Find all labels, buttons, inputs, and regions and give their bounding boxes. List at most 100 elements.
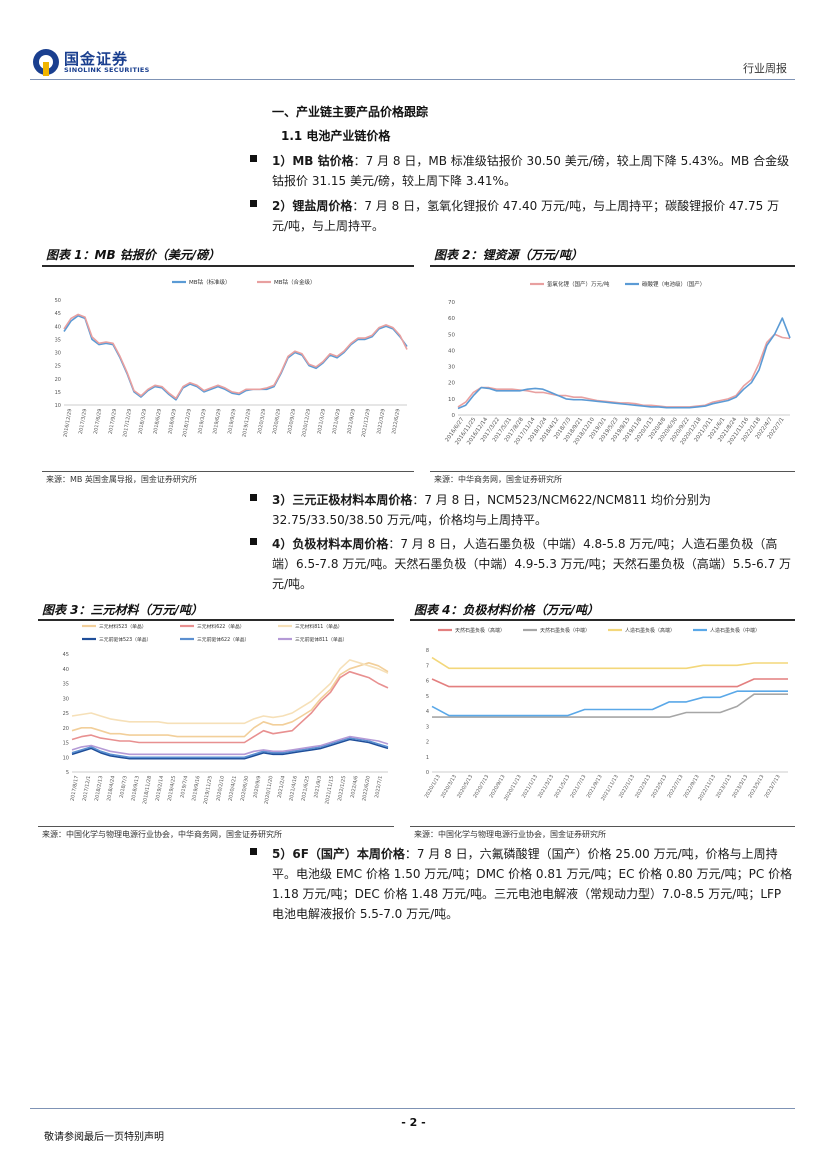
legend-label: 三元前驱体622（单晶） (197, 636, 249, 643)
series-line (457, 317, 791, 410)
legend-label: 三元前驱体523（单晶） (99, 636, 151, 643)
x-tick-label: 2021/9/29 (346, 408, 356, 434)
y-tick-label: 25 (63, 711, 69, 717)
x-tick-label: 2020/12/29 (301, 408, 312, 437)
x-tick-label: 2019/11/25 (203, 775, 214, 804)
legend-label: 碳酸锂（电池级）（国产） (642, 280, 705, 288)
brand-name-cn: 国金证券 (64, 50, 129, 68)
figure-4-source: 来源：中国化学与物理电源行业协会，国金证券研究所 (414, 830, 606, 839)
section-heading: 一、产业链主要产品价格跟踪 (272, 105, 429, 119)
x-tick-label: 2019/9/29 (227, 408, 237, 434)
figure-3-source: 来源：中国化学与物理电源行业协会，中华商务网，国金证券研究所 (42, 830, 282, 839)
figure-3-rule (38, 619, 394, 621)
footer-disclaimer: 敬请参阅最后一页特别声明 (44, 1132, 164, 1143)
x-tick-label: 2019/7/4 (180, 775, 190, 798)
y-tick-label: 50 (55, 298, 61, 304)
figure-1-title: 图表 1：MB 钴报价（美元/磅） (46, 248, 221, 262)
bullet-icon (250, 538, 257, 545)
legend-label: 天然石墨负极（高端） (455, 627, 505, 634)
x-tick-label: 2022/11/13 (697, 774, 717, 802)
paragraph-body: ：7 月 8 日，六氟磷酸锂（国产）价格 25.00 万元/吨，价格与上周持平。… (272, 847, 793, 921)
header-divider (30, 79, 795, 80)
x-tick-label: 2020/6/30 (240, 775, 250, 801)
x-tick-label: 2022/3/29 (376, 408, 386, 434)
y-tick-label: 6 (426, 679, 429, 685)
y-tick-label: 20 (448, 381, 455, 387)
y-tick-label: 2 (426, 740, 429, 746)
y-tick-label: 1 (426, 755, 429, 761)
paragraph-body: ：7 月 8 日，NCM523/NCM622/NCM811 均价分别为 32.7… (272, 493, 711, 527)
x-tick-label: 2020/11/20 (264, 775, 275, 804)
x-tick-label: 2020/7/13 (472, 774, 490, 799)
x-tick-label: 2021/11/13 (600, 774, 620, 802)
x-tick-label: 2017/6/29 (93, 408, 103, 434)
x-tick-label: 2022/1/25 (337, 775, 347, 801)
x-tick-label: 2021/4/16 (288, 775, 298, 801)
y-tick-label: 45 (63, 652, 69, 658)
x-tick-label: 2020/4/21 (228, 775, 238, 801)
legend-label: MB钴（合金级） (274, 278, 316, 286)
x-tick-label: 2021/1/13 (521, 774, 539, 799)
figure-1-rule (42, 265, 414, 267)
x-tick-label: 2017/9/29 (108, 408, 118, 434)
x-tick-label: 2017/8/17 (70, 775, 80, 801)
brand-logo-icon (33, 49, 59, 76)
paragraph-body: ：7 月 8 日，人造石墨负极（中端）4.8-5.8 万元/吨；人造石墨负极（高… (272, 537, 792, 591)
x-tick-label: 2018/11/28 (142, 775, 153, 804)
legend-label: MB钴（标准级） (189, 278, 231, 286)
figure-2-rule (430, 265, 795, 267)
x-tick-label: 2021/6/25 (301, 775, 311, 801)
bullet-icon (250, 155, 257, 162)
paragraph-cobalt: 1）MB 钴价格：7 月 8 日，MB 标准级钴报价 30.50 美元/磅，较上… (250, 151, 794, 191)
x-tick-label: 2021/12/29 (361, 408, 372, 437)
x-tick-label: 2018/3/29 (138, 408, 148, 434)
x-tick-label: 2021/9/3 (313, 775, 323, 798)
x-tick-label: 2020/9/9 (253, 775, 263, 798)
y-tick-label: 8 (426, 648, 429, 654)
bullet-icon (250, 200, 257, 207)
x-tick-label: 2020/5/13 (456, 774, 474, 799)
x-tick-label: 2019/9/16 (191, 775, 201, 801)
y-tick-label: 40 (448, 348, 455, 354)
series-line (71, 670, 389, 744)
figure-3-title: 图表 3：三元材料（万元/吨） (42, 603, 203, 617)
x-tick-label: 2019/2/14 (155, 775, 165, 801)
x-tick-label: 2022/9/13 (683, 774, 701, 799)
x-tick-label: 2021/3/13 (537, 774, 555, 799)
x-tick-label: 2022/3/13 (634, 774, 652, 799)
page-number: - 2 - (401, 1116, 426, 1129)
y-tick-label: 30 (448, 365, 455, 371)
x-tick-label: 2023/5/13 (747, 774, 765, 799)
footer-divider (30, 1108, 795, 1109)
y-tick-label: 60 (448, 316, 455, 322)
figure-2-title: 图表 2：锂资源（万元/吨） (434, 248, 583, 262)
y-tick-label: 0 (452, 413, 456, 419)
series-line (63, 313, 408, 400)
x-tick-label: 2019/12/29 (241, 408, 252, 437)
x-tick-label: 2021/11/15 (324, 775, 335, 804)
figure-2-source: 来源：中华商务网，国金证券研究所 (434, 475, 562, 484)
x-tick-label: 2021/7/13 (569, 774, 587, 799)
series-line (431, 690, 788, 717)
legend-label: 天然石墨负极（中端） (540, 627, 590, 634)
x-tick-label: 2023/3/13 (731, 774, 749, 799)
x-tick-label: 2019/4/25 (167, 775, 177, 801)
paragraph-lead: 3）三元正极材料本周价格 (272, 493, 413, 507)
legend-label: 三元材料622（单晶） (197, 623, 245, 630)
paragraph-anode: 4）负极材料本周价格：7 月 8 日，人造石墨负极（中端）4.8-5.8 万元/… (250, 534, 794, 594)
y-tick-label: 50 (448, 332, 455, 338)
x-tick-label: 2018/9/13 (130, 775, 140, 801)
series-line (432, 693, 788, 718)
y-tick-label: 5 (66, 770, 69, 776)
figure-2-bottom-rule (430, 471, 795, 472)
paragraph-body: ：7 月 8 日，氢氧化锂报价 47.40 万元/吨，与上周持平；碳酸锂报价 4… (272, 199, 780, 233)
chart-lithium: 氢氧化锂（国产）万元/吨 碳酸锂（电池级）（国产）7060504030201002… (444, 280, 791, 446)
y-tick-label: 40 (55, 324, 61, 330)
y-tick-label: 0 (426, 770, 429, 776)
bullet-icon (250, 494, 257, 501)
series-line (71, 735, 389, 756)
series-line (71, 737, 389, 759)
x-tick-label: 2021/3/29 (317, 408, 327, 434)
x-tick-label: 2022/6/20 (361, 775, 371, 801)
paragraph-lead: 2）锂盐周价格 (272, 199, 353, 213)
